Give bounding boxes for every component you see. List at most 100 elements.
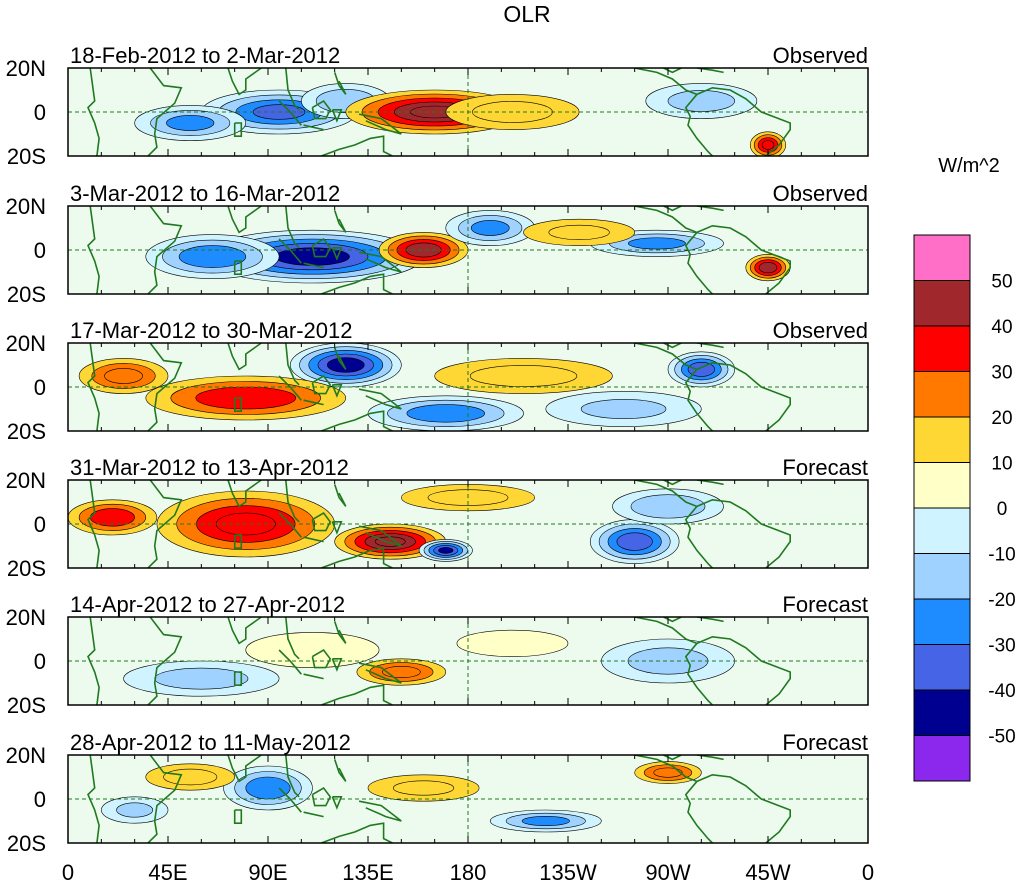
color-legend: W/m^2 50 40 30 20 10 0 -10 -20 -30 -40 -50 (913, 155, 1016, 782)
africa-west-coast (87, 617, 100, 705)
americas-west (634, 480, 713, 568)
x-tick-label: 45E (148, 860, 187, 885)
anomaly-contour (667, 90, 735, 112)
anomaly-contour (616, 532, 653, 551)
legend-label: -40 (988, 681, 1015, 702)
new-guinea (358, 388, 402, 410)
anomaly-contour (163, 768, 218, 786)
legend-swatch (913, 689, 971, 736)
borneo (311, 99, 332, 120)
y-tick-label: 20N (6, 56, 46, 81)
x-tick-label: 135E (342, 860, 393, 885)
box-marker (233, 397, 243, 412)
sulawesi (331, 521, 343, 535)
legend-swatch (913, 735, 971, 782)
y-tick-label: 20N (6, 331, 46, 356)
new-guinea (358, 800, 402, 822)
sumatra (278, 649, 302, 675)
new-guinea (358, 662, 402, 684)
yucatan (663, 755, 682, 761)
box-marker (233, 122, 243, 137)
sulawesi (331, 658, 343, 672)
malay-peninsula (285, 617, 300, 660)
africa-west-coast (87, 755, 100, 843)
x-tick-label: 90E (248, 860, 287, 885)
anomaly-contour (245, 776, 291, 800)
malay-peninsula (285, 755, 300, 798)
sulawesi (331, 796, 343, 810)
borneo (311, 648, 332, 669)
y-tick-label: 20N (6, 468, 46, 493)
africa-east-coast (147, 755, 183, 843)
anomaly-contour (628, 237, 686, 250)
legend-label: 30 (991, 363, 1012, 384)
java (303, 124, 324, 131)
panel-1: 20N 0 20S 18-Feb-2012 to 2-Mar-2012 Observed (6, 43, 869, 169)
australia-north (321, 135, 393, 156)
sulawesi (331, 384, 343, 398)
philippines (333, 210, 347, 233)
y-tick-label: 20N (6, 743, 46, 768)
y-tick-label: 20S (7, 556, 46, 581)
anomaly-contour (630, 494, 706, 519)
malay-peninsula (285, 206, 300, 249)
americas-west (634, 68, 713, 156)
legend-swatch (913, 416, 971, 463)
africa-west-coast (87, 343, 100, 431)
malay-peninsula (285, 480, 300, 523)
coastlines (87, 206, 791, 294)
new-guinea (358, 251, 402, 273)
anomaly-contour (104, 368, 143, 384)
borneo (311, 374, 332, 395)
box-marker (233, 809, 243, 824)
chart-title: OLR (503, 1, 550, 27)
americas-west (634, 206, 713, 294)
anomaly-contour (326, 357, 365, 373)
legend-label: -10 (988, 545, 1015, 566)
yucatan (663, 206, 682, 212)
legend-swatch (913, 280, 971, 327)
panel-type: Forecast (782, 730, 868, 755)
box-marker (233, 671, 243, 686)
anomaly-contour (406, 404, 485, 423)
panel-type: Observed (773, 181, 868, 206)
yucatan (663, 480, 682, 486)
anomaly-contour (521, 815, 570, 827)
africa-west-coast (87, 206, 100, 294)
panel-period: 14-Apr-2012 to 27-Apr-2012 (70, 592, 345, 617)
anomaly-contour (178, 245, 247, 268)
australia-north (321, 410, 393, 431)
coastlines (87, 617, 791, 705)
australia-north (321, 684, 393, 705)
panel-3: 20N 0 20S 17-Mar-2012 to 30-Mar-2012 Observe… (6, 318, 869, 444)
india-coast (227, 206, 262, 234)
legend-swatch (913, 553, 971, 600)
panel-period: 28-Apr-2012 to 11-May-2012 (70, 730, 351, 755)
y-tick-label: 0 (34, 649, 46, 674)
india-coast (227, 343, 262, 371)
anomaly-contour (392, 780, 455, 796)
anomaly-contour (116, 802, 154, 818)
legend-label: 20 (991, 408, 1012, 429)
panel-period: 3-Mar-2012 to 16-Mar-2012 (70, 181, 340, 206)
java (303, 811, 324, 818)
anomaly-contour (653, 767, 683, 778)
y-tick-label: 20S (7, 831, 46, 856)
legend-swatch (913, 644, 971, 691)
yucatan (663, 617, 682, 623)
box-marker (233, 534, 243, 549)
legend-swatch (913, 325, 971, 372)
x-tick-label: 135W (539, 860, 597, 885)
legend-label: 40 (991, 317, 1012, 338)
panel-4: 20N 0 20S 31-Mar-2012 to 13-Apr-2012 Forecas… (6, 455, 869, 581)
panel-type: Observed (773, 43, 868, 68)
x-axis: 0 45E 90E 135E 180 135W 90W 45W 0 (62, 860, 874, 885)
sulawesi (331, 109, 343, 123)
panel-type: Forecast (782, 592, 868, 617)
india-coast (227, 617, 262, 645)
africa-east-coast (147, 206, 183, 294)
philippines (333, 72, 347, 95)
panel-6: 20N 0 20S 28-Apr-2012 to 11-May-2012 Forecas… (6, 730, 869, 856)
legend-swatch (913, 462, 971, 509)
sumatra (278, 100, 302, 126)
